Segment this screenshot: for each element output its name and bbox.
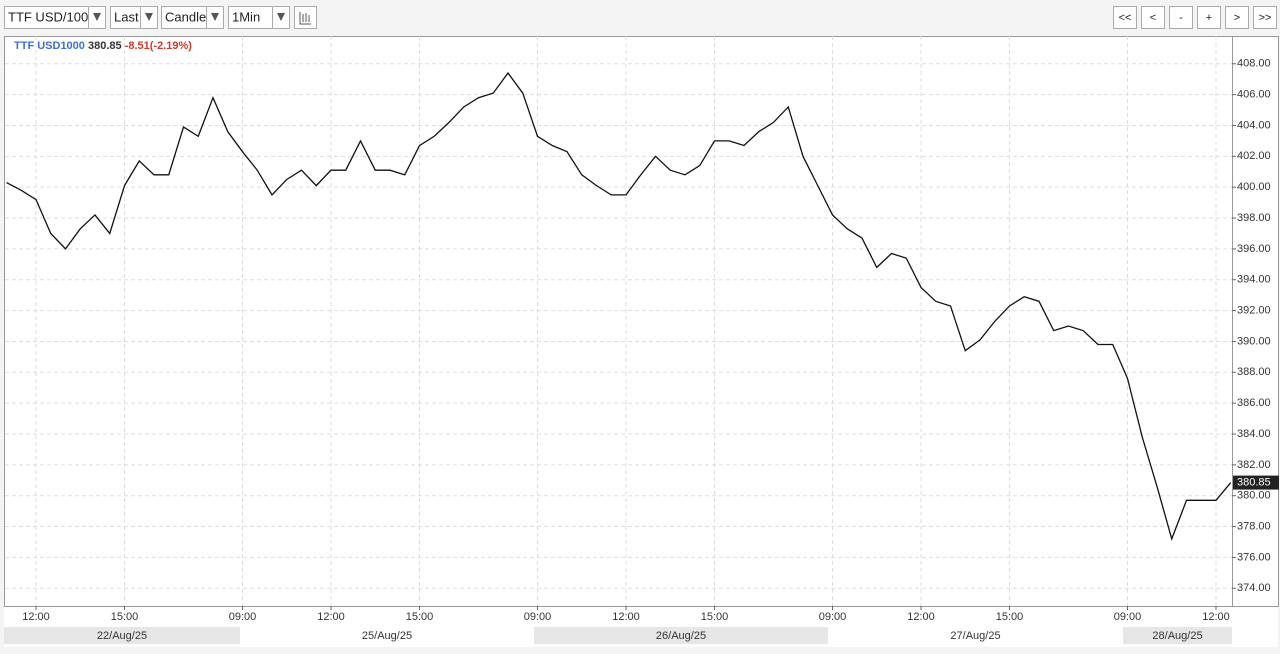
x-tick-label: 09:00 [819, 611, 847, 623]
nav-button-text[interactable]: - [1179, 12, 1183, 24]
x-tick-label: 09:00 [524, 611, 552, 623]
nav-button[interactable]: >> [1253, 6, 1277, 29]
nav-button-text[interactable]: >> [1259, 12, 1272, 24]
nav-button-text[interactable]: > [1234, 12, 1240, 24]
y-tick-label: 400.00 [1237, 181, 1271, 193]
nav-button-box[interactable] [1197, 6, 1221, 29]
dropdown[interactable]: Last [110, 6, 158, 29]
y-tick-label: 398.00 [1237, 212, 1271, 224]
marks: 380.85 [6, 71, 1279, 541]
price-line [6, 71, 1232, 541]
dropdown-arrow [277, 13, 285, 21]
change: -8.51(-2.19%) [125, 40, 193, 52]
y-tick-label: 374.00 [1237, 582, 1271, 594]
dropdown-box[interactable] [4, 6, 106, 29]
nav-button[interactable]: < [1141, 6, 1165, 29]
date-band [828, 627, 1123, 644]
x-tick-label: 15:00 [701, 611, 729, 623]
x-tick-label: 09:00 [1114, 611, 1142, 623]
y-tick-label: 380.00 [1237, 490, 1271, 502]
nav-button-text[interactable]: < [1150, 12, 1156, 24]
date-label: 26/Aug/25 [656, 630, 706, 642]
nav-button[interactable]: << [1113, 6, 1137, 29]
legend: TTF USD1000 380.85 -8.51(-2.19%) [14, 40, 192, 52]
last-price-label: 380.85 [1237, 476, 1271, 488]
x-tick-label: 12:00 [907, 611, 935, 623]
x-tick-label: 09:00 [229, 611, 257, 623]
x-tick-label: 15:00 [111, 611, 139, 623]
dropdown-arrow [93, 13, 101, 21]
date-band [1123, 627, 1232, 644]
x-tick-label: 12:00 [612, 611, 640, 623]
y-tick-label: 402.00 [1237, 150, 1271, 162]
nav-button[interactable]: - [1169, 6, 1193, 29]
y-tick-label: 408.00 [1237, 58, 1271, 70]
nav-button-box[interactable] [1225, 6, 1249, 29]
nav-button-box[interactable] [1253, 6, 1277, 29]
grid: 374.00 376.00 378.00 380.00 382.00 384.00 386.… [4, 36, 1271, 644]
y-tick-label: 384.00 [1237, 428, 1271, 440]
date-band [534, 627, 828, 644]
x-tick-label: 12:00 [1202, 611, 1230, 623]
y-tick-label: 388.00 [1237, 366, 1271, 378]
date-band [4, 627, 240, 644]
dropdown-arrow [211, 13, 219, 21]
nav-button-box[interactable] [1141, 6, 1165, 29]
y-tick-label: 404.00 [1237, 119, 1271, 131]
dropdown-box[interactable] [161, 6, 224, 29]
nav-button-box[interactable] [1169, 6, 1193, 29]
dropdown-arrow [145, 13, 153, 21]
nav-button-text[interactable]: + [1206, 12, 1212, 24]
dropdown[interactable]: TTF USD/100 [4, 6, 106, 29]
toolbar: TTF USD/100 Last Candle 1Min << < - + > >> [4, 6, 1277, 29]
y-tick-label: 396.00 [1237, 243, 1271, 255]
x-tick-label: 15:00 [996, 611, 1024, 623]
dropdown-box[interactable] [110, 6, 158, 29]
indicator-button[interactable] [294, 6, 317, 29]
dropdown[interactable]: 1Min [228, 6, 290, 29]
y-tick-label: 406.00 [1237, 89, 1271, 101]
y-tick-label: 392.00 [1237, 304, 1271, 316]
dropdown-text[interactable]: Candle [165, 9, 206, 24]
y-tick-label: 382.00 [1237, 459, 1271, 471]
nav-button[interactable]: + [1197, 6, 1221, 29]
dropdown-text[interactable]: TTF USD/100 [8, 9, 88, 24]
date-band [240, 627, 534, 644]
last-price-tag [1233, 475, 1279, 490]
dropdown-text[interactable]: Last [114, 9, 139, 24]
x-tick-label: 12:00 [317, 611, 345, 623]
plot-area [4, 36, 1233, 607]
last-price: 380.85 [88, 40, 122, 52]
x-tick-label: 15:00 [406, 611, 434, 623]
dropdown-text[interactable]: 1Min [232, 9, 260, 24]
x-tick-label: 12:00 [22, 611, 50, 623]
y-tick-label: 378.00 [1237, 520, 1271, 532]
indicator-icon [299, 12, 311, 25]
date-label: 27/Aug/25 [950, 630, 1000, 642]
dropdown-box[interactable] [228, 6, 290, 29]
y-tick-label: 386.00 [1237, 397, 1271, 409]
nav-button-text[interactable]: << [1119, 12, 1132, 24]
nav-button[interactable]: > [1225, 6, 1249, 29]
symbol-name: TTF USD1000 [14, 40, 85, 52]
date-label: 22/Aug/25 [97, 630, 147, 642]
date-label: 28/Aug/25 [1152, 630, 1202, 642]
y-axis-panel [1232, 36, 1279, 607]
y-tick-label: 390.00 [1237, 335, 1271, 347]
dropdown[interactable]: Candle [161, 6, 224, 29]
nav-button-box[interactable] [1113, 6, 1137, 29]
y-tick-label: 376.00 [1237, 551, 1271, 563]
y-tick-label: 394.00 [1237, 274, 1271, 286]
date-label: 25/Aug/25 [362, 630, 412, 642]
